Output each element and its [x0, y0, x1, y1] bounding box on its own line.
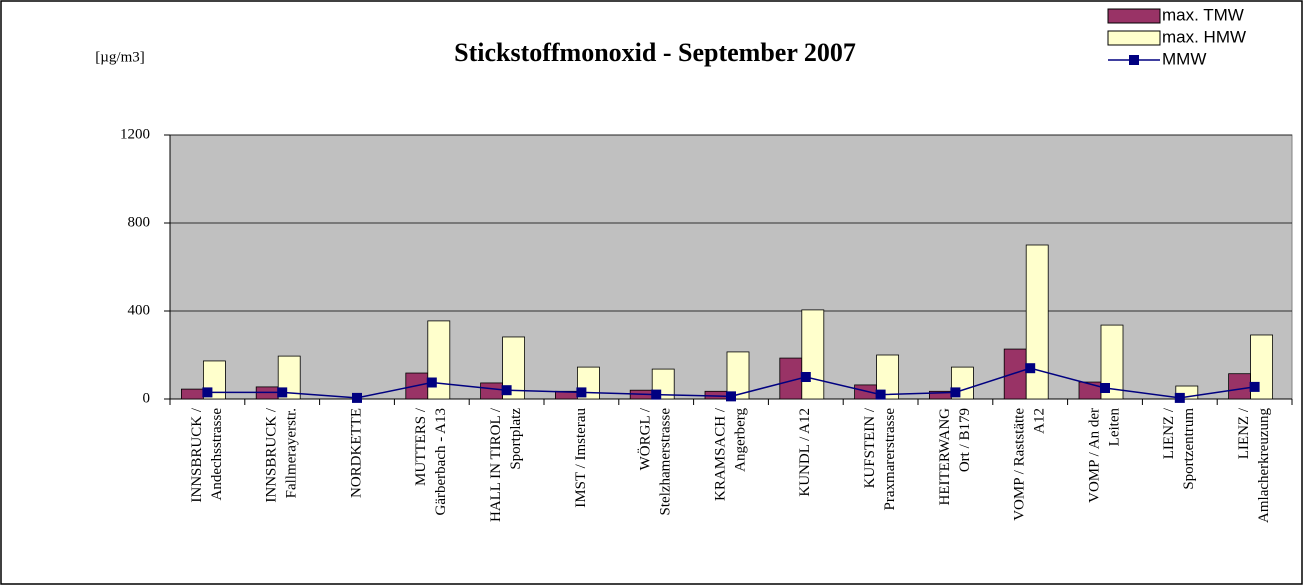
chart-title: Stickstoffmonoxid - September 2007 — [454, 38, 856, 67]
marker — [1249, 381, 1260, 392]
x-tick-label: Sportzentrum — [1181, 408, 1197, 490]
marker — [875, 389, 886, 400]
legend-marker — [1129, 55, 1139, 65]
marker — [576, 387, 587, 398]
x-tick-label: KUFSTEIN / — [862, 407, 878, 488]
x-tick-label: Ort / B179 — [957, 408, 973, 472]
x-tick-label: LIENZ / — [1236, 407, 1252, 459]
marker — [1174, 392, 1185, 403]
bar — [854, 384, 877, 400]
bar — [1025, 244, 1049, 400]
bar — [1100, 324, 1124, 400]
x-tick-label: KUNDL / A12 — [797, 408, 813, 497]
x-tick-label: INNSBRUCK / — [189, 407, 205, 502]
x-tick-label: Praxmarerstrasse — [882, 408, 898, 511]
legend-swatch — [1107, 8, 1161, 24]
marker — [501, 385, 512, 396]
legend-label: MMW — [1162, 49, 1206, 68]
x-tick-label: Angerberg — [732, 408, 748, 472]
x-tick-label: VOMP / An der — [1086, 408, 1102, 503]
x-tick-label: Stelzhamerstrasse — [658, 408, 674, 516]
y-tick-label: 400 — [128, 302, 151, 318]
marker — [800, 372, 811, 382]
x-tick-label: HEITERWANG — [937, 408, 953, 506]
x-tick-label: Leiten — [1106, 408, 1122, 447]
x-tick-label: Andechsstrasse — [209, 408, 225, 501]
bar — [726, 351, 750, 400]
bar — [180, 388, 204, 400]
x-tick-label: VOMP / Raststätte — [1012, 408, 1028, 521]
x-tick-label: Gärberbach - A13 — [433, 408, 449, 515]
bar — [801, 309, 825, 400]
y-tick-label: 1200 — [120, 126, 150, 142]
legend-label: max. HMW — [1162, 27, 1246, 46]
x-tick-label: Amlacherkreuzung — [1256, 408, 1272, 523]
marker — [426, 377, 437, 388]
marker — [1100, 383, 1110, 393]
x-tick-label: Sportplatz — [508, 408, 524, 470]
x-tick-label: WÖRGL / — [637, 407, 654, 470]
x-tick-label: LIENZ / — [1161, 407, 1177, 459]
legend-swatch — [1107, 30, 1161, 46]
bar — [502, 336, 526, 400]
marker — [1025, 363, 1036, 374]
marker — [352, 392, 362, 403]
marker — [950, 387, 961, 398]
x-tick-label: KRAMSACH / — [712, 407, 728, 501]
x-tick-label: NORDKETTE — [348, 408, 364, 498]
x-tick-label: HALL IN TIROL / — [488, 407, 504, 522]
legend-label: max. TMW — [1162, 5, 1244, 24]
x-tick-label: IMST / Imsterau — [573, 408, 589, 508]
bar — [1003, 348, 1027, 400]
marker — [202, 387, 213, 398]
marker — [277, 387, 288, 398]
bar — [876, 354, 899, 400]
x-tick-label: INNSBRUCK / — [264, 407, 280, 502]
y-tick-label: 0 — [143, 390, 151, 406]
marker — [726, 391, 736, 402]
bar — [480, 382, 504, 400]
marker — [651, 389, 662, 400]
x-tick-label: MUTTERS / — [413, 407, 429, 486]
x-tick-label: Fallmerayerstr. — [284, 408, 300, 498]
bar — [1228, 373, 1251, 400]
x-tick-label: A12 — [1032, 408, 1048, 434]
y-tick-label: 800 — [128, 214, 151, 230]
unit-label: [µg/m3] — [95, 49, 144, 65]
